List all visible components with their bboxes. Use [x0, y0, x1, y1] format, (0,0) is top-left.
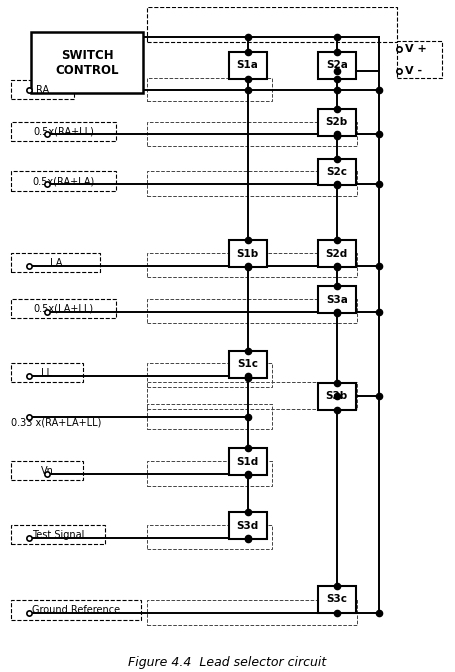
FancyBboxPatch shape: [228, 351, 267, 378]
FancyBboxPatch shape: [318, 383, 356, 409]
Text: LL: LL: [41, 368, 52, 378]
FancyBboxPatch shape: [318, 52, 356, 79]
FancyBboxPatch shape: [318, 159, 356, 185]
Text: V +: V +: [405, 44, 427, 54]
FancyBboxPatch shape: [228, 52, 267, 79]
Text: S3c: S3c: [326, 594, 347, 604]
Text: S3d: S3d: [237, 521, 259, 531]
Text: S3b: S3b: [326, 391, 348, 401]
Text: 0.5x(RA+LA): 0.5x(RA+LA): [32, 176, 95, 186]
Text: S3a: S3a: [326, 295, 348, 304]
Text: Ground Reference: Ground Reference: [32, 605, 120, 615]
FancyBboxPatch shape: [318, 586, 356, 613]
Text: S2d: S2d: [326, 249, 348, 259]
Text: Figure 4.4  Lead selector circuit: Figure 4.4 Lead selector circuit: [128, 656, 327, 669]
FancyBboxPatch shape: [228, 241, 267, 267]
Text: RA: RA: [36, 85, 49, 95]
Text: 0.33 x(RA+LA+LL): 0.33 x(RA+LA+LL): [11, 418, 101, 428]
Text: V -: V -: [405, 66, 422, 75]
Text: 0.5x(RA+LL): 0.5x(RA+LL): [33, 126, 94, 136]
FancyBboxPatch shape: [318, 286, 356, 313]
FancyBboxPatch shape: [228, 512, 267, 539]
FancyBboxPatch shape: [318, 109, 356, 136]
Text: Test Signal: Test Signal: [32, 530, 84, 540]
FancyBboxPatch shape: [318, 241, 356, 267]
Text: SWITCH
CONTROL: SWITCH CONTROL: [56, 48, 119, 77]
Text: 0.5x(LA+LL): 0.5x(LA+LL): [34, 304, 94, 314]
Text: S1b: S1b: [237, 249, 259, 259]
FancyBboxPatch shape: [31, 32, 143, 93]
Text: S1d: S1d: [237, 457, 259, 467]
Text: S2a: S2a: [326, 60, 348, 71]
Text: S1a: S1a: [237, 60, 258, 71]
Text: LA: LA: [50, 258, 62, 267]
Text: S2c: S2c: [326, 167, 347, 177]
Text: S1c: S1c: [237, 360, 258, 369]
FancyBboxPatch shape: [228, 448, 267, 475]
Text: Vn: Vn: [40, 466, 53, 476]
Text: S2b: S2b: [326, 118, 348, 127]
